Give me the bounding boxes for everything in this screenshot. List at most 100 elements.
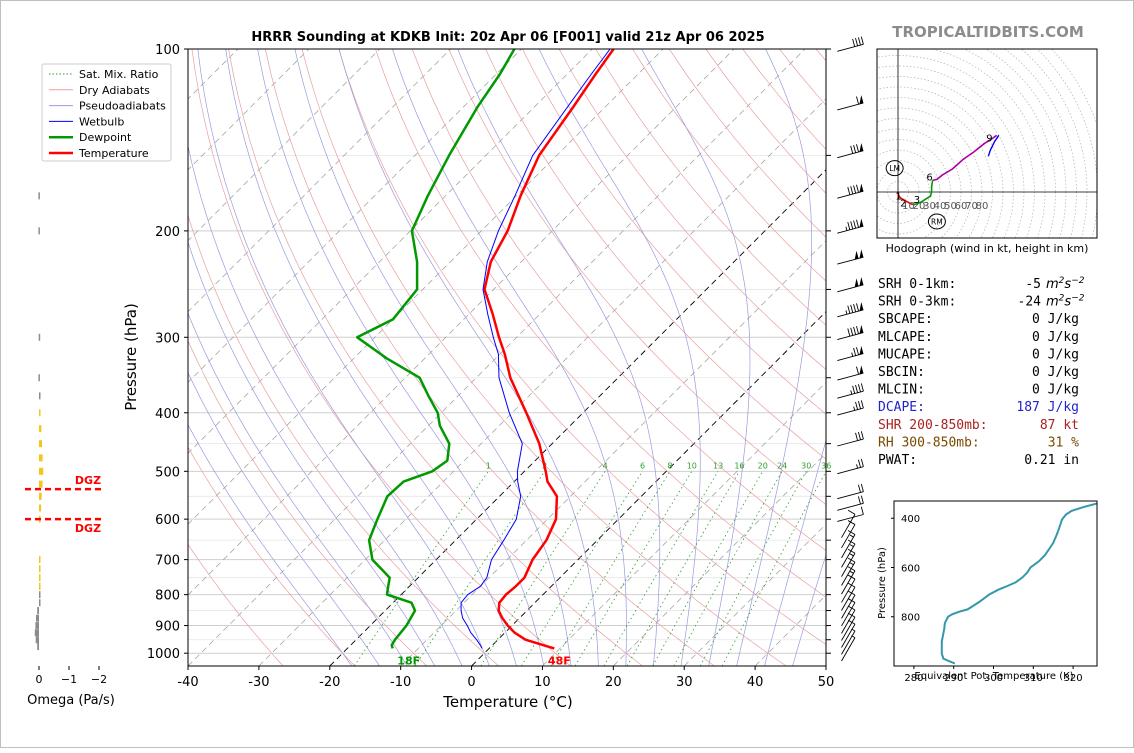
surface-dewpoint-label: 18F (397, 654, 420, 667)
omega-bar (39, 468, 43, 475)
mixing-ratio-label: 4 (603, 461, 608, 470)
isotherm-line (826, 49, 1134, 666)
index-value: 0 J/kg (1032, 330, 1079, 345)
index-value: 87 kt (1040, 418, 1079, 433)
barb-staff (837, 285, 863, 292)
barb-staff (837, 257, 863, 264)
barb-full (858, 485, 860, 493)
barb-full (858, 401, 860, 409)
barb-half (850, 554, 853, 556)
index-label: MUCAPE: (878, 347, 933, 362)
omega-bar (39, 334, 41, 341)
omega-x-tick-label: −1 (61, 673, 77, 686)
dry-adiabat-line (816, 49, 1134, 666)
mixing-ratio-line (415, 471, 545, 666)
barb-full (854, 348, 856, 356)
barb-full (861, 383, 863, 391)
barb-full (848, 222, 850, 230)
barb-full (851, 221, 853, 229)
skewt-x-axis-label: Temperature (°C) (442, 693, 572, 711)
mixing-ratio-line (551, 471, 670, 666)
barb-full (853, 386, 855, 394)
barb-full (854, 304, 856, 312)
index-label: MLCIN: (878, 383, 925, 398)
wind-barb (837, 400, 863, 415)
omega-bar (38, 374, 40, 381)
isotherm-line (259, 49, 876, 666)
barb-full (854, 327, 856, 335)
index-label: SRH 0-3km: (878, 295, 956, 310)
y-tick-label: 800 (155, 589, 180, 604)
pseudoadiabat-line (226, 49, 517, 666)
dry-adiabat-line (155, 49, 499, 666)
omega-bar (35, 622, 39, 629)
barb-flag (860, 325, 864, 334)
barb-staff (837, 408, 863, 415)
hodograph-height-label: 9 (986, 133, 992, 144)
legend-label: Dry Adiabats (79, 84, 150, 97)
wind-barb (837, 484, 863, 499)
barb-full (856, 326, 858, 334)
barb-full (854, 145, 856, 153)
wind-barb (842, 558, 856, 585)
omega-bar (39, 454, 43, 461)
omega-bar (39, 481, 43, 488)
mixing-ratio-label: 1 (486, 461, 491, 470)
isotherm-line (330, 49, 947, 666)
dewpoint-profile-line (357, 49, 514, 648)
barb-full (858, 460, 860, 468)
omega-bar (39, 409, 41, 416)
wind-barb (837, 302, 863, 317)
x-tick-label: -40 (177, 675, 198, 690)
barb-full (848, 510, 855, 514)
theta-e-x-axis-label: Equivalent Pot. Temperature (K) (914, 671, 1073, 682)
y-tick-label: 700 (155, 554, 180, 569)
theta-e-y-tick-label: 600 (901, 563, 920, 574)
barb-staff (837, 467, 863, 474)
barb-full (856, 347, 858, 355)
hodograph-height-label: 6 (926, 172, 932, 183)
omega-bar (35, 629, 39, 636)
barb-full (856, 433, 858, 441)
barb-full (856, 38, 858, 46)
barb-flag (860, 143, 864, 152)
barb-full (856, 220, 858, 228)
barb-staff (837, 492, 863, 499)
x-tick-label: -20 (319, 675, 340, 690)
y-tick-label: 200 (155, 225, 180, 240)
barb-flag (855, 251, 859, 260)
barb-full (848, 329, 850, 337)
index-label: SHR 200-850mb: (878, 418, 988, 433)
omega-bar (37, 643, 39, 650)
wind-barb (837, 249, 863, 264)
barb-full (856, 385, 858, 393)
barb-staff (842, 624, 856, 647)
wind-barb (837, 346, 863, 361)
x-tick-label: 0 (467, 675, 475, 690)
wind-barb (837, 277, 863, 292)
barb-full (858, 384, 860, 392)
wind-barb (842, 636, 856, 661)
index-value: 0 J/kg (1032, 383, 1079, 398)
y-tick-label: 600 (155, 513, 180, 528)
y-tick-label: 900 (155, 620, 180, 635)
barb-full (851, 146, 853, 154)
wind-barb (837, 183, 863, 198)
barb-full (848, 187, 850, 195)
omega-bar (39, 556, 41, 563)
index-label: MLCAPE: (878, 330, 933, 345)
omega-bar (39, 440, 42, 447)
barb-full (856, 303, 858, 311)
x-tick-label: -10 (390, 675, 411, 690)
barb-full (858, 496, 860, 504)
skewt-y-axis-label: Pressure (hPa) (122, 303, 140, 411)
profiles-clip (357, 49, 613, 648)
barb-staff (837, 354, 863, 361)
mixing-ratio-line (481, 471, 605, 666)
barb-half (854, 407, 855, 411)
omega-bar (39, 392, 41, 399)
omega-bar (39, 425, 41, 432)
